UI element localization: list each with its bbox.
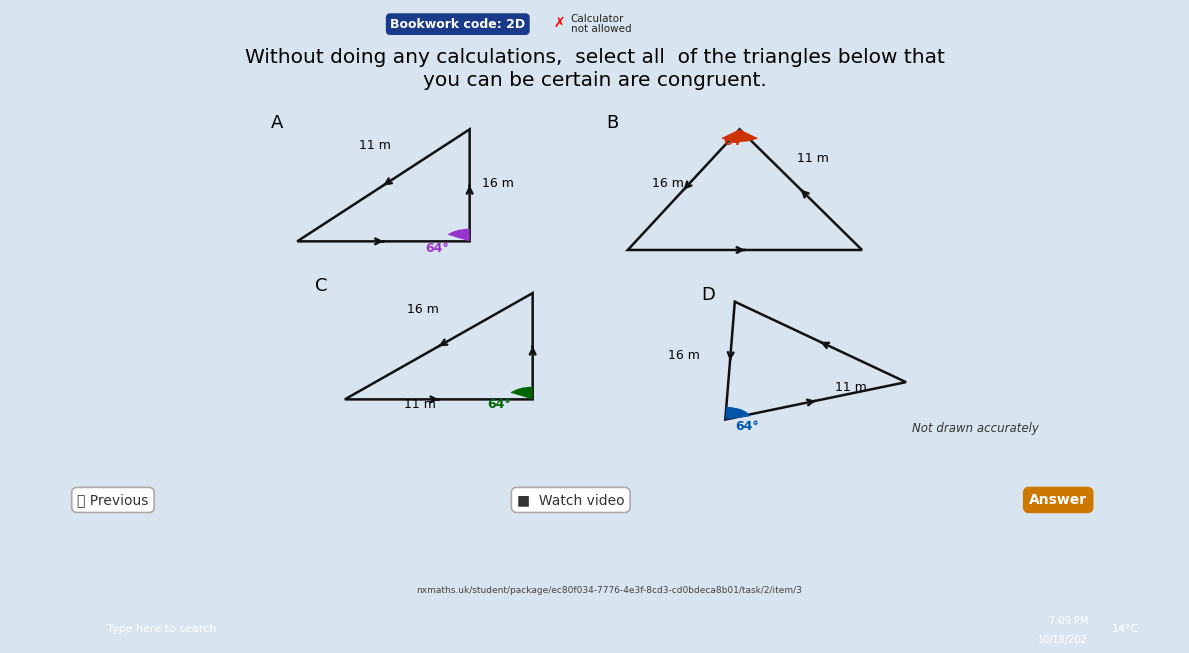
Wedge shape (510, 387, 533, 400)
Text: 11 m: 11 m (404, 398, 436, 411)
Wedge shape (721, 129, 759, 142)
Text: 64°: 64° (735, 420, 759, 433)
Text: C: C (315, 278, 328, 295)
Text: Not drawn accurately: Not drawn accurately (912, 422, 1038, 435)
Text: Type here to search: Type here to search (107, 624, 216, 635)
Text: Without doing any calculations,  select all  of the triangles below that: Without doing any calculations, select a… (245, 48, 944, 67)
Text: nxmaths.uk/student/package/ec80f034-7776-4e3f-8cd3-cd0bdeca8b01/task/2/item/3: nxmaths.uk/student/package/ec80f034-7776… (416, 586, 803, 595)
Text: 16 m: 16 m (668, 349, 700, 362)
Text: ✗: ✗ (553, 16, 565, 30)
Wedge shape (725, 407, 750, 419)
Text: you can be certain are congruent.: you can be certain are congruent. (422, 71, 767, 90)
Text: D: D (702, 286, 716, 304)
Text: A: A (271, 114, 283, 131)
Text: Bookwork code: 2D: Bookwork code: 2D (390, 18, 526, 31)
Text: 10/18/202: 10/18/202 (1038, 635, 1088, 645)
Text: not allowed: not allowed (571, 24, 631, 34)
Text: ■  Watch video: ■ Watch video (517, 493, 624, 507)
Text: 64°: 64° (426, 242, 449, 255)
Text: 64°: 64° (723, 135, 747, 148)
Text: 14°C: 14°C (1112, 624, 1139, 635)
Text: B: B (606, 114, 618, 131)
Text: Calculator: Calculator (571, 14, 624, 24)
Text: 11 m: 11 m (359, 139, 391, 152)
Text: 👋 Previous: 👋 Previous (77, 493, 149, 507)
Text: 7:09 PM: 7:09 PM (1049, 616, 1088, 626)
Text: 16 m: 16 m (407, 303, 439, 316)
Wedge shape (447, 229, 470, 242)
Text: 11 m: 11 m (797, 152, 829, 165)
Text: 16 m: 16 m (652, 177, 684, 190)
Text: 16 m: 16 m (482, 177, 514, 190)
Text: Answer: Answer (1030, 493, 1087, 507)
Text: 11 m: 11 m (835, 381, 867, 394)
Text: 64°: 64° (487, 398, 511, 411)
